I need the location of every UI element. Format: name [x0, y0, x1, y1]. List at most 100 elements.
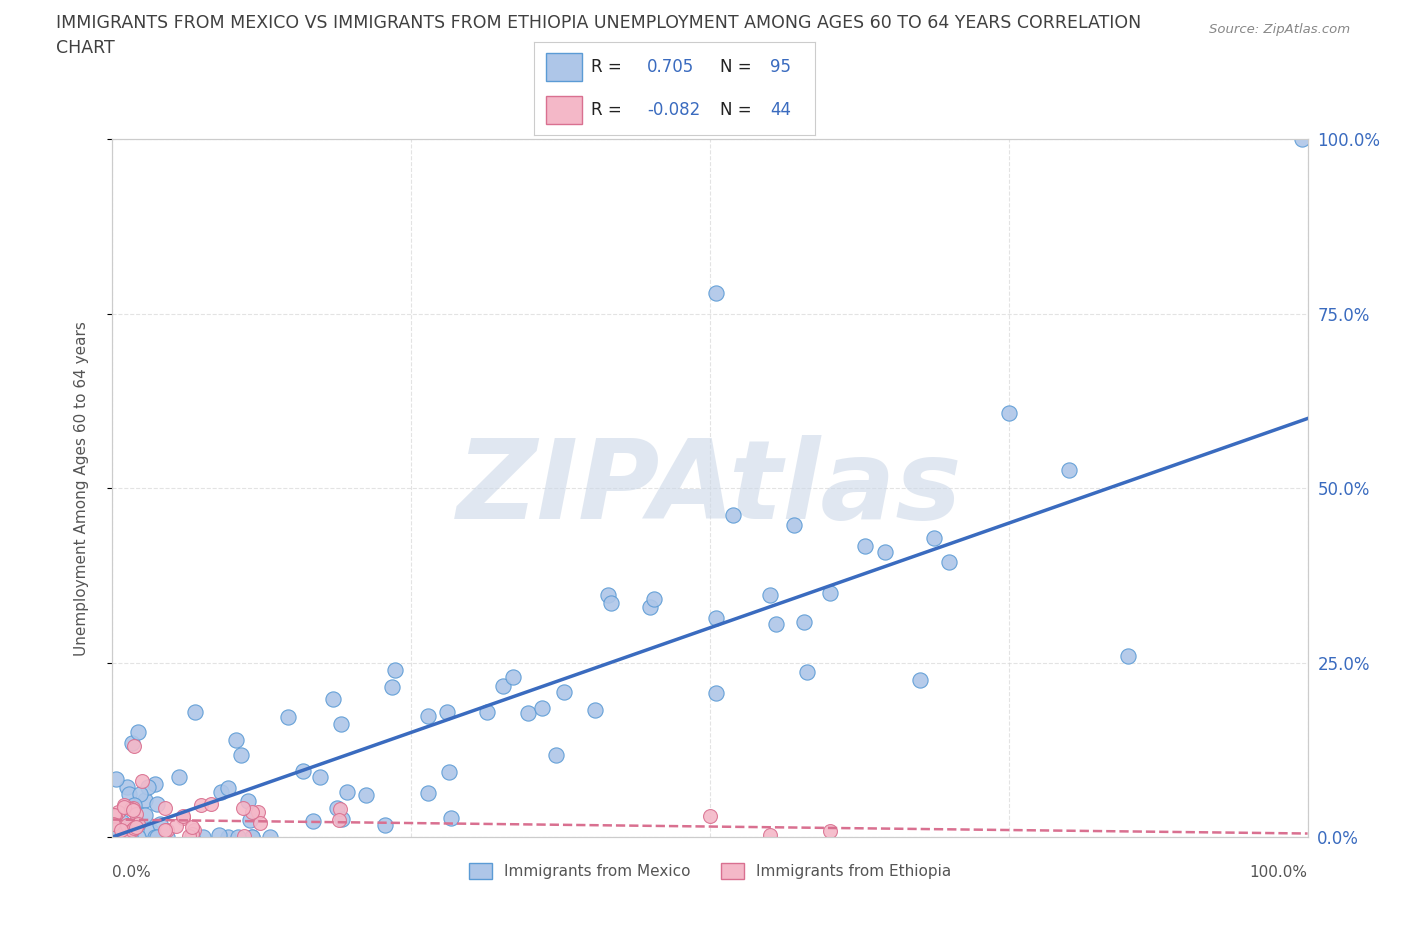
Point [759, 828, 782, 843]
Point [855, 539, 877, 554]
Point [127, 830, 149, 844]
Point [103, 807, 125, 822]
Point [120, 820, 142, 835]
Point [818, 586, 841, 601]
Text: -0.082: -0.082 [647, 100, 700, 119]
Point [118, 830, 141, 844]
Text: 95: 95 [770, 58, 792, 76]
Point [226, 830, 249, 844]
Point [108, 818, 131, 833]
Point [107, 804, 129, 819]
Point [118, 786, 141, 801]
Point [922, 531, 945, 546]
Point [1057, 462, 1080, 477]
Point [240, 830, 263, 844]
Point [110, 815, 132, 830]
Point [704, 686, 727, 701]
Point [121, 736, 143, 751]
Point [475, 705, 498, 720]
Y-axis label: Unemployment Among Ages 60 to 64 years: Unemployment Among Ages 60 to 64 years [75, 321, 89, 656]
Point [125, 819, 148, 834]
Point [125, 806, 148, 821]
Point [122, 800, 145, 815]
Point [516, 706, 538, 721]
Point [103, 807, 125, 822]
Point [183, 822, 205, 837]
Point [328, 813, 350, 828]
Point [104, 830, 127, 844]
Point [104, 808, 127, 823]
Point [231, 747, 253, 762]
Point [544, 747, 567, 762]
Text: 44: 44 [770, 100, 792, 119]
Point [356, 787, 378, 802]
Point [301, 814, 323, 829]
Point [115, 779, 138, 794]
Point [502, 670, 524, 684]
Point [121, 822, 143, 837]
Point [122, 738, 145, 753]
Point [156, 823, 179, 838]
Point [127, 724, 149, 739]
Point [120, 830, 142, 844]
Point [783, 518, 806, 533]
Point [643, 591, 665, 606]
Point [381, 679, 404, 694]
Point [704, 286, 727, 300]
Point [127, 817, 149, 831]
Point [1291, 132, 1313, 147]
Point [156, 830, 179, 844]
Text: Source: ZipAtlas.com: Source: ZipAtlas.com [1209, 23, 1350, 36]
Point [190, 798, 212, 813]
Point [122, 797, 145, 812]
Text: N =: N = [720, 58, 751, 76]
Point [308, 769, 330, 784]
Text: CHART: CHART [56, 39, 115, 57]
Point [585, 702, 607, 717]
Point [112, 797, 135, 812]
Point [240, 804, 263, 819]
Point [153, 801, 176, 816]
Point [259, 830, 281, 844]
Text: IMMIGRANTS FROM MEXICO VS IMMIGRANTS FROM ETHIOPIA UNEMPLOYMENT AMONG AGES 60 TO: IMMIGRANTS FROM MEXICO VS IMMIGRANTS FRO… [56, 14, 1142, 32]
Point [336, 784, 359, 799]
Point [146, 797, 169, 812]
Point [236, 794, 259, 809]
Text: R =: R = [591, 58, 621, 76]
Point [418, 709, 440, 724]
Point [596, 588, 619, 603]
Point [155, 823, 177, 838]
Point [110, 830, 132, 844]
Point [875, 545, 897, 560]
Point [152, 830, 174, 844]
Point [101, 817, 124, 831]
Point [225, 733, 247, 748]
Point [148, 817, 170, 831]
Point [998, 405, 1021, 420]
Point [128, 787, 150, 802]
Point [146, 830, 169, 844]
Point [699, 809, 721, 824]
Point [172, 808, 194, 823]
Point [322, 692, 344, 707]
Point [247, 804, 270, 819]
Point [240, 830, 263, 844]
Point [553, 684, 575, 699]
Point [232, 801, 254, 816]
Point [200, 797, 222, 812]
Point [599, 596, 621, 611]
Point [172, 811, 194, 826]
Point [104, 772, 127, 787]
Point [910, 672, 932, 687]
Point [167, 770, 190, 785]
Point [136, 779, 159, 794]
Text: R =: R = [591, 100, 621, 119]
Point [208, 828, 231, 843]
Point [184, 704, 207, 719]
Point [180, 830, 202, 844]
Point [329, 717, 352, 732]
Point [384, 662, 406, 677]
Point [330, 812, 353, 827]
Point [325, 800, 347, 815]
Point [181, 820, 204, 835]
